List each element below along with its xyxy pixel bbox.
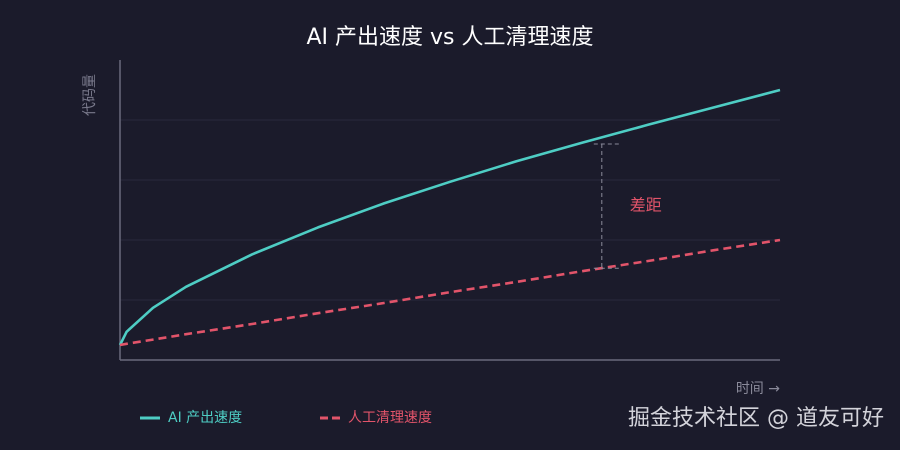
chart-title: AI 产出速度 vs 人工清理速度 (307, 25, 594, 50)
y-axis-label: 代码量 (82, 74, 98, 116)
series-line (118, 88, 781, 346)
legend-label: 人工清理速度 (348, 410, 432, 426)
series-line (119, 238, 781, 347)
x-axis-label: 时间 → (736, 381, 780, 397)
watermark: 掘金技术社区 @ 道友可好 (628, 406, 884, 431)
legend-label: AI 产出速度 (168, 410, 242, 426)
gap-label: 差距 (630, 196, 662, 215)
